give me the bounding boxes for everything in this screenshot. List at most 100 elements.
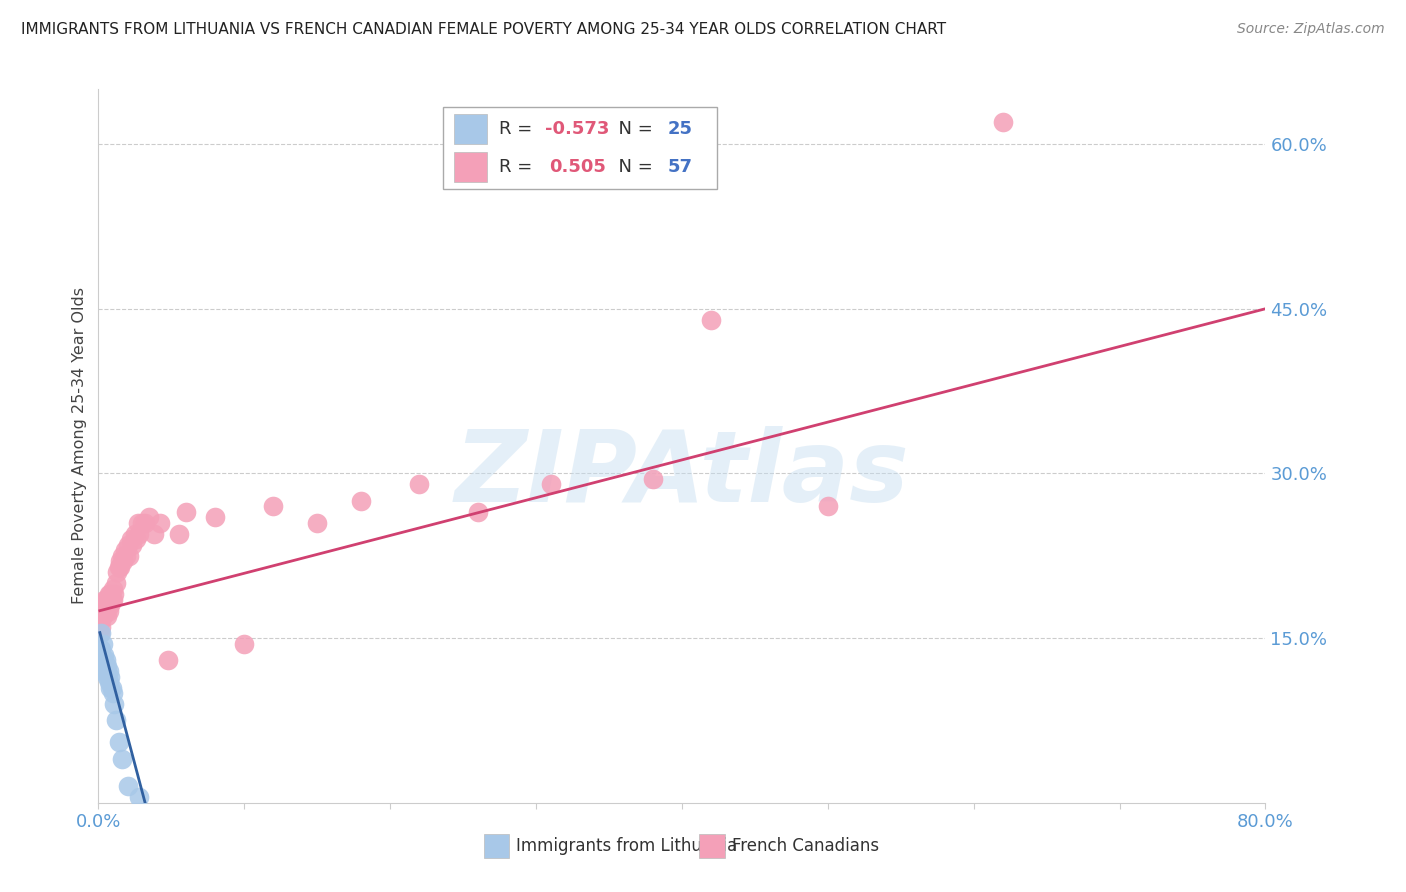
- Point: [149, 516, 172, 530]
- Point: [110, 554, 132, 568]
- Text: 25: 25: [668, 120, 693, 138]
- Point: [90, 604, 112, 618]
- Point: [118, 549, 141, 563]
- FancyBboxPatch shape: [443, 107, 717, 189]
- Point: [93, 648, 115, 662]
- Point: [91, 637, 114, 651]
- Point: [91, 664, 114, 678]
- Point: [127, 516, 149, 530]
- Point: [89, 615, 111, 629]
- Point: [111, 752, 134, 766]
- Point: [991, 115, 1014, 129]
- Point: [100, 681, 122, 695]
- Point: [117, 538, 139, 552]
- Point: [94, 664, 117, 678]
- Point: [204, 510, 226, 524]
- Point: [97, 664, 120, 678]
- Text: 0.505: 0.505: [548, 158, 606, 176]
- Point: [111, 549, 134, 563]
- Point: [91, 598, 114, 612]
- Point: [100, 592, 122, 607]
- Point: [104, 576, 127, 591]
- Point: [138, 510, 160, 524]
- Point: [134, 516, 156, 530]
- Point: [817, 500, 839, 514]
- Text: ZIPAtlas: ZIPAtlas: [454, 426, 910, 523]
- Point: [350, 494, 373, 508]
- FancyBboxPatch shape: [699, 834, 725, 858]
- Point: [125, 533, 148, 547]
- Point: [117, 780, 139, 794]
- Point: [120, 533, 142, 547]
- Point: [94, 592, 117, 607]
- Point: [233, 637, 256, 651]
- Point: [103, 697, 125, 711]
- Text: R =: R =: [499, 158, 544, 176]
- Point: [96, 658, 118, 673]
- Point: [112, 554, 135, 568]
- Point: [174, 505, 197, 519]
- Point: [101, 592, 124, 607]
- Point: [262, 500, 284, 514]
- Point: [96, 609, 118, 624]
- Point: [96, 598, 118, 612]
- Point: [93, 592, 115, 607]
- Text: R =: R =: [499, 120, 537, 138]
- Point: [89, 642, 111, 657]
- Point: [94, 653, 117, 667]
- Point: [110, 559, 132, 574]
- Text: IMMIGRANTS FROM LITHUANIA VS FRENCH CANADIAN FEMALE POVERTY AMONG 25-34 YEAR OLD: IMMIGRANTS FROM LITHUANIA VS FRENCH CANA…: [21, 22, 946, 37]
- Point: [124, 526, 146, 541]
- Point: [97, 675, 120, 690]
- Point: [103, 587, 125, 601]
- Point: [105, 566, 128, 580]
- FancyBboxPatch shape: [454, 114, 486, 145]
- Point: [131, 516, 153, 530]
- Point: [101, 582, 124, 596]
- Point: [96, 669, 118, 683]
- Text: Immigrants from Lithuania: Immigrants from Lithuania: [516, 837, 738, 855]
- Point: [641, 472, 664, 486]
- Point: [104, 714, 127, 728]
- Point: [540, 477, 562, 491]
- Point: [157, 653, 180, 667]
- Point: [98, 669, 121, 683]
- Point: [108, 735, 131, 749]
- Text: French Canadians: French Canadians: [733, 837, 879, 855]
- Point: [90, 625, 112, 640]
- Point: [128, 790, 150, 805]
- Point: [98, 587, 121, 601]
- Point: [91, 653, 114, 667]
- Point: [90, 620, 112, 634]
- Point: [90, 642, 112, 657]
- Point: [91, 609, 114, 624]
- Point: [89, 653, 111, 667]
- Text: N =: N =: [607, 120, 659, 138]
- Point: [167, 526, 190, 541]
- Point: [98, 681, 121, 695]
- Point: [307, 516, 329, 530]
- Point: [93, 658, 115, 673]
- Text: Source: ZipAtlas.com: Source: ZipAtlas.com: [1237, 22, 1385, 37]
- Point: [108, 559, 131, 574]
- Point: [97, 604, 120, 618]
- FancyBboxPatch shape: [454, 152, 486, 182]
- Text: -0.573: -0.573: [546, 120, 610, 138]
- Point: [467, 505, 489, 519]
- Point: [142, 526, 165, 541]
- Point: [121, 538, 143, 552]
- Point: [408, 477, 430, 491]
- Point: [97, 587, 120, 601]
- Point: [94, 604, 117, 618]
- Point: [700, 312, 723, 326]
- Point: [114, 543, 136, 558]
- Point: [128, 526, 150, 541]
- FancyBboxPatch shape: [484, 834, 509, 858]
- Text: N =: N =: [607, 158, 659, 176]
- Text: 57: 57: [668, 158, 693, 176]
- Point: [98, 598, 121, 612]
- Point: [101, 686, 124, 700]
- Point: [89, 625, 111, 640]
- Point: [93, 604, 115, 618]
- Point: [115, 549, 138, 563]
